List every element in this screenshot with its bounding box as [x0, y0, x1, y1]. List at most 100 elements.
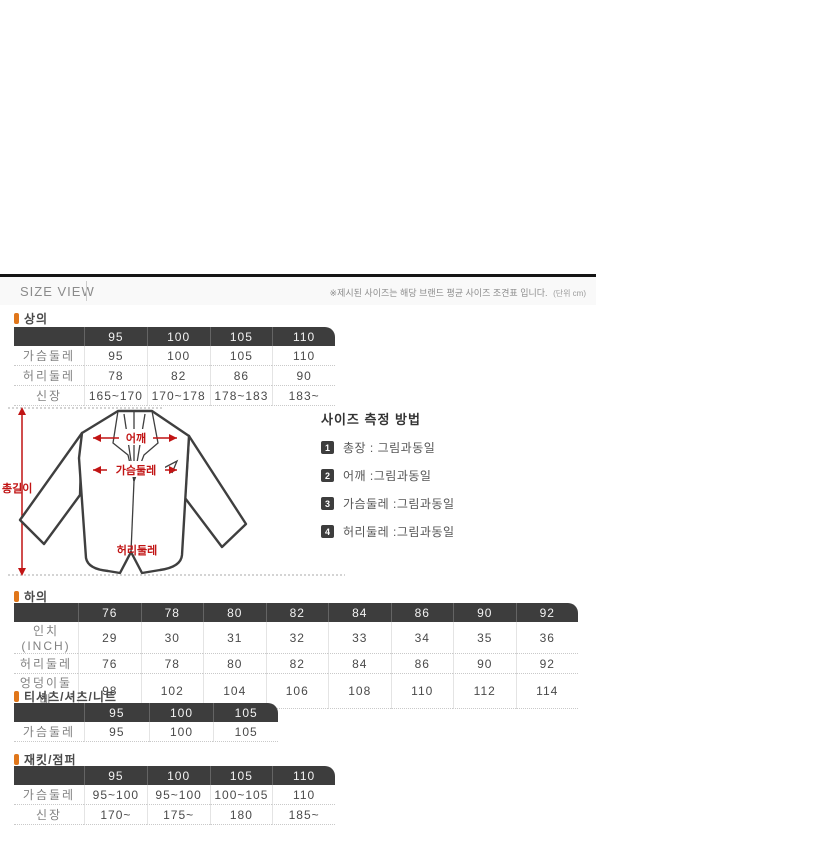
table-corner-cell: [14, 766, 84, 785]
row-label: 허리둘레: [14, 654, 78, 674]
table-cell: 183~: [272, 386, 335, 406]
table-cell: 86: [390, 654, 453, 674]
table-cell: 110: [272, 785, 335, 805]
measure-step: 1 총장 : 그림과동일: [321, 439, 591, 456]
table-row: 신장 165~170 170~178 178~183 183~: [14, 386, 335, 406]
table-row: 인치(INCH) 29 30 31 32 33 34 35 36: [14, 622, 578, 654]
measure-guide-title: 사이즈 측정 방법: [321, 412, 421, 427]
column-header: 105: [209, 766, 273, 785]
chest-label: 가슴둘레: [116, 463, 156, 477]
table-cell: 30: [140, 622, 203, 654]
column-header: 95: [84, 703, 149, 722]
tops-size-table: 95 100 105 110 가슴둘레 95 100 105 110 허리둘레 78 82 86 90 신장…: [14, 327, 335, 406]
waist-label: 허리둘레: [117, 543, 157, 557]
table-cell: 95: [84, 722, 149, 742]
measure-step: 3 가슴둘레 :그림과동일: [321, 495, 591, 512]
column-header: 100: [148, 703, 214, 722]
chest-arrow: [93, 461, 177, 477]
table-cell: 175~: [146, 805, 210, 825]
section-title-text: 하의: [24, 590, 49, 604]
table-cell: 105: [213, 722, 278, 742]
table-cell: 178~183: [209, 386, 273, 406]
section-title-text: 상의: [24, 312, 49, 326]
measure-guide: 사이즈 측정 방법 1 총장 : 그림과동일 2 어깨 :그림과동일 3 가슴둘레 :그림…: [321, 409, 591, 540]
step-number-badge: 1: [321, 441, 334, 454]
tops-table-container: 95 100 105 110 가슴둘레 95 100 105 110 허리둘레 78 82 86 90 신장…: [14, 327, 335, 406]
table-cell: 185~: [272, 805, 335, 825]
table-row: 허리둘레 78 82 86 90: [14, 366, 335, 386]
column-header: 82: [265, 603, 328, 622]
shoulder-label: 어깨: [126, 431, 146, 445]
table-cell: 95: [84, 346, 147, 366]
table-cell: 36: [515, 622, 578, 654]
measure-step: 4 허리둘레 :그림과동일: [321, 523, 591, 540]
table-cell: 86: [209, 366, 273, 386]
table-row: 가슴둘레 95 100 105: [14, 722, 278, 742]
step-text: 허리둘레 :그림과동일: [343, 525, 455, 539]
table-cell: 92: [515, 654, 578, 674]
row-label: 허리둘레: [14, 366, 84, 386]
section-title-bottoms: 하의: [14, 588, 48, 605]
table-cell: 33: [328, 622, 391, 654]
section-title-jacket: 재킷/점퍼: [14, 751, 77, 768]
table-cell: 105: [209, 346, 273, 366]
table-cell: 90: [272, 366, 335, 386]
table-cell: 29: [78, 622, 141, 654]
table-cell: 32: [265, 622, 328, 654]
column-header: 80: [203, 603, 266, 622]
table-cell: 110: [390, 674, 453, 709]
row-label: 가슴둘레: [14, 346, 84, 366]
column-header: 105: [209, 327, 273, 346]
column-header: 92: [515, 603, 578, 622]
table-cell: 112: [453, 674, 516, 709]
column-header: 110: [272, 327, 335, 346]
size-notice: ※제시된 사이즈는 해당 브랜드 평균 사이즈 조견표 입니다. (단위 cm): [330, 286, 586, 299]
row-label: 인치(INCH): [14, 622, 78, 654]
top-border-line: [0, 274, 596, 277]
row-label: 가슴둘레: [14, 785, 84, 805]
table-cell: 95~100: [146, 785, 210, 805]
step-number-badge: 3: [321, 497, 334, 510]
table-cell: 114: [515, 674, 578, 709]
section-bullet-icon: [14, 691, 19, 702]
table-cell: 76: [78, 654, 141, 674]
table-cell: 95~100: [84, 785, 147, 805]
table-cell: 35: [453, 622, 516, 654]
tshirt-table-container: 95 100 105 가슴둘레 95 100 105: [14, 703, 278, 742]
table-row: 가슴둘레 95 100 105 110: [14, 346, 335, 366]
header-divider: [86, 281, 87, 301]
table-corner-cell: [14, 327, 84, 346]
column-header: 84: [328, 603, 391, 622]
section-bullet-icon: [14, 591, 19, 602]
table-corner-cell: [14, 603, 78, 622]
table-cell: 110: [272, 346, 335, 366]
measure-guide-list: 1 총장 : 그림과동일 2 어깨 :그림과동일 3 가슴둘레 :그림과동일 4 허리둘레 :…: [321, 439, 591, 540]
table-cell: 31: [203, 622, 266, 654]
table-row: 허리둘레 76 78 80 82 84 86 90 92: [14, 654, 578, 674]
table-cell: 100: [148, 722, 214, 742]
table-cell: 106: [265, 674, 328, 709]
table-cell: 78: [140, 654, 203, 674]
jacket-measure-diagram: 총길이 어깨 가슴둘레 허리둘레: [2, 407, 345, 576]
section-title-text: 재킷/점퍼: [24, 753, 77, 767]
column-header: 100: [146, 766, 210, 785]
table-cell: 80: [203, 654, 266, 674]
column-header: 100: [146, 327, 210, 346]
column-header: 95: [84, 766, 147, 785]
size-notice-text: ※제시된 사이즈는 해당 브랜드 평균 사이즈 조견표 입니다.: [329, 288, 548, 298]
column-header: 110: [272, 766, 335, 785]
table-cell: 90: [453, 654, 516, 674]
table-cell: 82: [146, 366, 210, 386]
step-number-badge: 4: [321, 525, 334, 538]
step-text: 가슴둘레 :그림과동일: [343, 497, 455, 511]
column-header: 90: [453, 603, 516, 622]
section-title-text: 티셔츠/셔츠/니트: [24, 690, 117, 704]
table-cell: 78: [84, 366, 147, 386]
section-title-tshirt: 티셔츠/셔츠/니트: [14, 688, 117, 705]
size-unit-text: (단위 cm): [553, 289, 586, 298]
table-cell: 100~105: [209, 785, 273, 805]
section-title-tops: 상의: [14, 310, 48, 327]
total-length-label: 총길이: [2, 481, 32, 495]
row-label: 가슴둘레: [14, 722, 84, 742]
